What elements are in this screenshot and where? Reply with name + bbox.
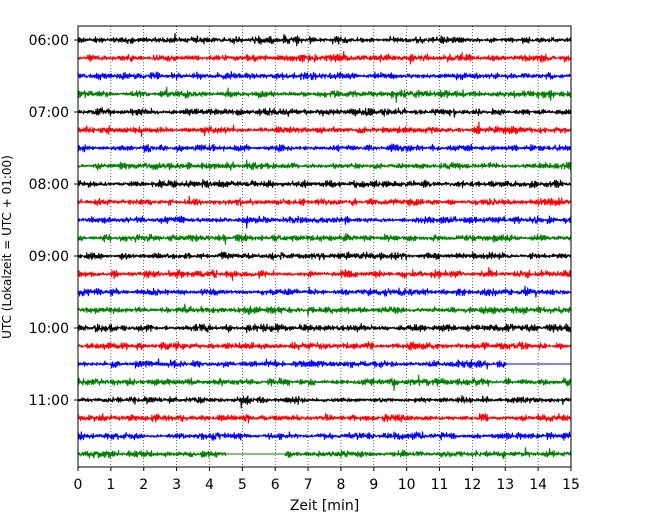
trace-0930 — [77, 285, 572, 298]
trace-0900 — [77, 251, 572, 261]
x-tick-label: 11 — [431, 477, 449, 493]
x-tick-label: 6 — [271, 477, 280, 493]
traces — [77, 32, 572, 460]
x-axis: 0 1 2 3 4 5 6 7 8 9 10 11 12 13 14 15 — [74, 467, 580, 493]
x-tick-label: 15 — [562, 477, 580, 493]
trace-1045 — [77, 374, 572, 391]
trace-0915 — [77, 266, 572, 281]
trace-0600 — [77, 32, 572, 47]
trace-1030 — [77, 358, 572, 370]
x-tick-label: 13 — [496, 477, 514, 493]
x-axis-label: Zeit [min] — [290, 498, 359, 514]
trace-1115 — [77, 413, 572, 424]
x-tick-label: 14 — [529, 477, 547, 493]
trace-0615 — [77, 50, 572, 65]
trace-0715 — [77, 121, 572, 137]
trace-0730 — [77, 143, 572, 153]
trace-0815 — [77, 195, 572, 207]
trace-0945 — [77, 303, 572, 317]
y-tick-label: 07:00 — [29, 105, 69, 121]
y-axis: 06:00 07:00 08:00 09:00 10:00 11:00 — [29, 33, 78, 409]
trace-0645 — [77, 86, 572, 103]
x-tick-label: 1 — [106, 477, 115, 493]
x-tick-label: 9 — [369, 477, 378, 493]
y-tick-label: 10:00 — [29, 321, 69, 337]
x-tick-label: 3 — [172, 477, 181, 493]
x-tick-label: 4 — [205, 477, 214, 493]
x-tick-label: 7 — [304, 477, 313, 493]
trace-0830 — [77, 215, 572, 229]
x-tick-label: 8 — [336, 477, 345, 493]
x-tick-label: 5 — [238, 477, 247, 493]
y-tick-label: 06:00 — [29, 33, 69, 49]
trace-0700 — [77, 107, 572, 118]
trace-0800 — [77, 178, 572, 189]
y-tick-label: 11:00 — [29, 393, 69, 409]
trace-1130 — [77, 431, 572, 441]
y-tick-label: 09:00 — [29, 249, 69, 265]
x-tick-label: 0 — [74, 477, 83, 493]
y-tick-label: 08:00 — [29, 177, 69, 193]
trace-1000 — [77, 322, 572, 334]
x-tick-label: 12 — [463, 477, 481, 493]
trace-0630 — [77, 71, 572, 81]
x-tick-label: 2 — [139, 477, 148, 493]
plot-frame — [77, 25, 572, 468]
y-axis-label: UTC (Lokalzeit = UTC + 01:00) — [0, 155, 14, 339]
trace-0745 — [77, 159, 572, 171]
trace-1145 — [77, 447, 572, 460]
trace-1100 — [77, 395, 572, 409]
trace-1015 — [77, 341, 572, 351]
trace-0845 — [77, 233, 572, 245]
x-tick-label: 10 — [398, 477, 416, 493]
